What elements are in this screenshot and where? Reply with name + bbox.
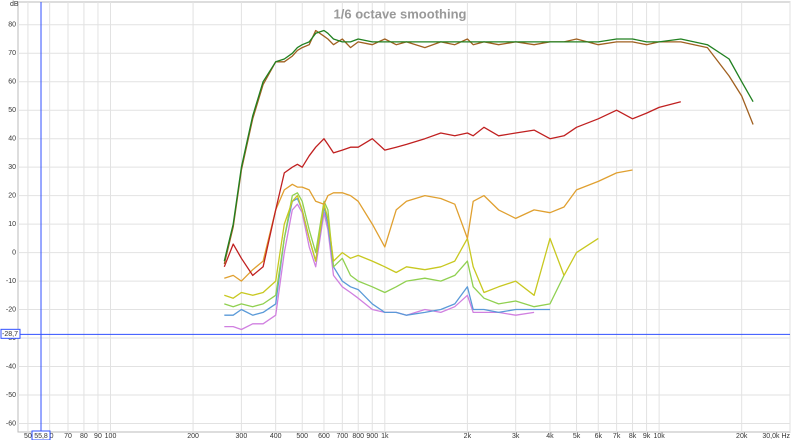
- series-line: [224, 194, 599, 299]
- x-tick-label: 400: [270, 433, 282, 440]
- x-tick-label: 600: [318, 433, 330, 440]
- y-axis-label: dB: [10, 1, 19, 8]
- series-line: [223, 29, 754, 262]
- y-tick-label: 80: [8, 22, 16, 29]
- x-tick-label: 4k: [546, 433, 554, 440]
- y-tick-label: 50: [8, 107, 16, 114]
- y-tick-label: 20: [8, 192, 16, 199]
- x-tick-label: 800: [352, 433, 364, 440]
- x-tick-label: 100: [105, 433, 117, 440]
- lines: [223, 29, 754, 331]
- chart-title: 1/6 octave smoothing: [334, 6, 467, 21]
- series-line: [224, 192, 565, 308]
- x-tick-label: 5k: [573, 433, 581, 440]
- y-tick-label: 30: [8, 164, 16, 171]
- y-tick-label: 40: [8, 136, 16, 143]
- y-tick-label: -60: [6, 420, 16, 427]
- x-tick-label: 80: [80, 433, 88, 440]
- cursor-x-box: [31, 430, 51, 440]
- cursor-y-box: [0, 328, 21, 339]
- x-tick-label: 6k: [595, 433, 603, 440]
- y-tick-label: -20: [6, 306, 16, 313]
- y-tick-label: 10: [8, 221, 16, 228]
- y-tick-label: 70: [8, 50, 16, 57]
- series-line: [224, 203, 535, 331]
- x-tick-label: 10k: [653, 433, 665, 440]
- x-tick-label: 500: [296, 433, 308, 440]
- x-tick-label: 20k: [736, 433, 748, 440]
- y-tick-label: -50: [6, 392, 16, 399]
- x-tick-label: 300: [236, 433, 248, 440]
- cursor-y-label: -28,7: [2, 331, 18, 338]
- x-tick-label: 30,0k Hz: [762, 433, 790, 440]
- series-line: [223, 101, 681, 277]
- x-tick-label: 3k: [512, 433, 520, 440]
- grid: [17, 1, 791, 433]
- x-tick-label: 50: [24, 433, 32, 440]
- x-tick-label: 90: [94, 433, 102, 440]
- y-tick-label: -40: [6, 363, 16, 370]
- series-line: [223, 29, 754, 265]
- series-line: [224, 169, 633, 282]
- x-tick-label: 2k: [464, 433, 472, 440]
- y-tick-label: 0: [12, 249, 16, 256]
- x-tick-label: 700: [336, 433, 348, 440]
- x-tick-label: 7k: [613, 433, 621, 440]
- x-tick-label: 200: [187, 433, 199, 440]
- cursor-x-label: 55,8: [34, 433, 48, 440]
- x-tick-label: 70: [64, 433, 72, 440]
- series-line: [224, 197, 550, 316]
- x-tick-label: 900: [366, 433, 378, 440]
- x-tick-label: 1k: [381, 433, 389, 440]
- x-tick-label: 8k: [629, 433, 637, 440]
- y-tick-label: 60: [8, 79, 16, 86]
- y-tick-label: -10: [6, 278, 16, 285]
- x-tick-label: 9k: [643, 433, 651, 440]
